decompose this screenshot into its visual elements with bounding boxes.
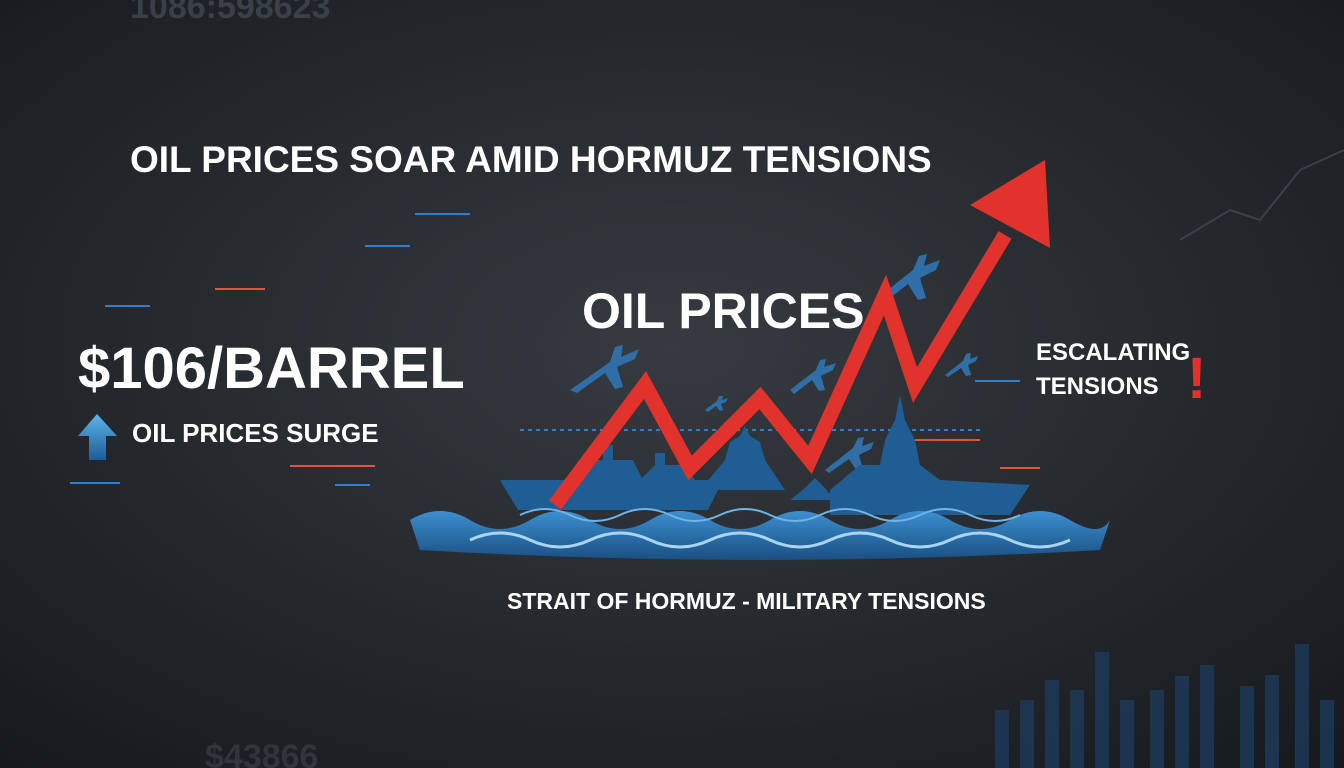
decor-lines: [70, 149, 1344, 486]
alert-line: TENSIONS: [1036, 373, 1159, 400]
price-caption: OIL PRICES SURGE: [132, 418, 379, 448]
price-arrow: [549, 160, 1050, 510]
alert-line: ESCALATING: [1036, 339, 1190, 366]
bg-number: $43866: [205, 738, 318, 768]
decor-bars: [995, 644, 1334, 768]
sea: [410, 508, 1110, 560]
bg-number: 1086:598623: [130, 0, 330, 26]
up-icon: [78, 414, 117, 460]
title: OIL PRICES SOAR AMID HORMUZ TENSIONS: [130, 139, 932, 180]
graphic-label: OIL PRICES: [582, 283, 864, 339]
alert-mark: !: [1187, 346, 1206, 411]
graphic-caption: STRAIT OF HORMUZ - MILITARY TENSIONS: [507, 588, 986, 614]
price-value: $106/BARREL: [78, 336, 465, 401]
